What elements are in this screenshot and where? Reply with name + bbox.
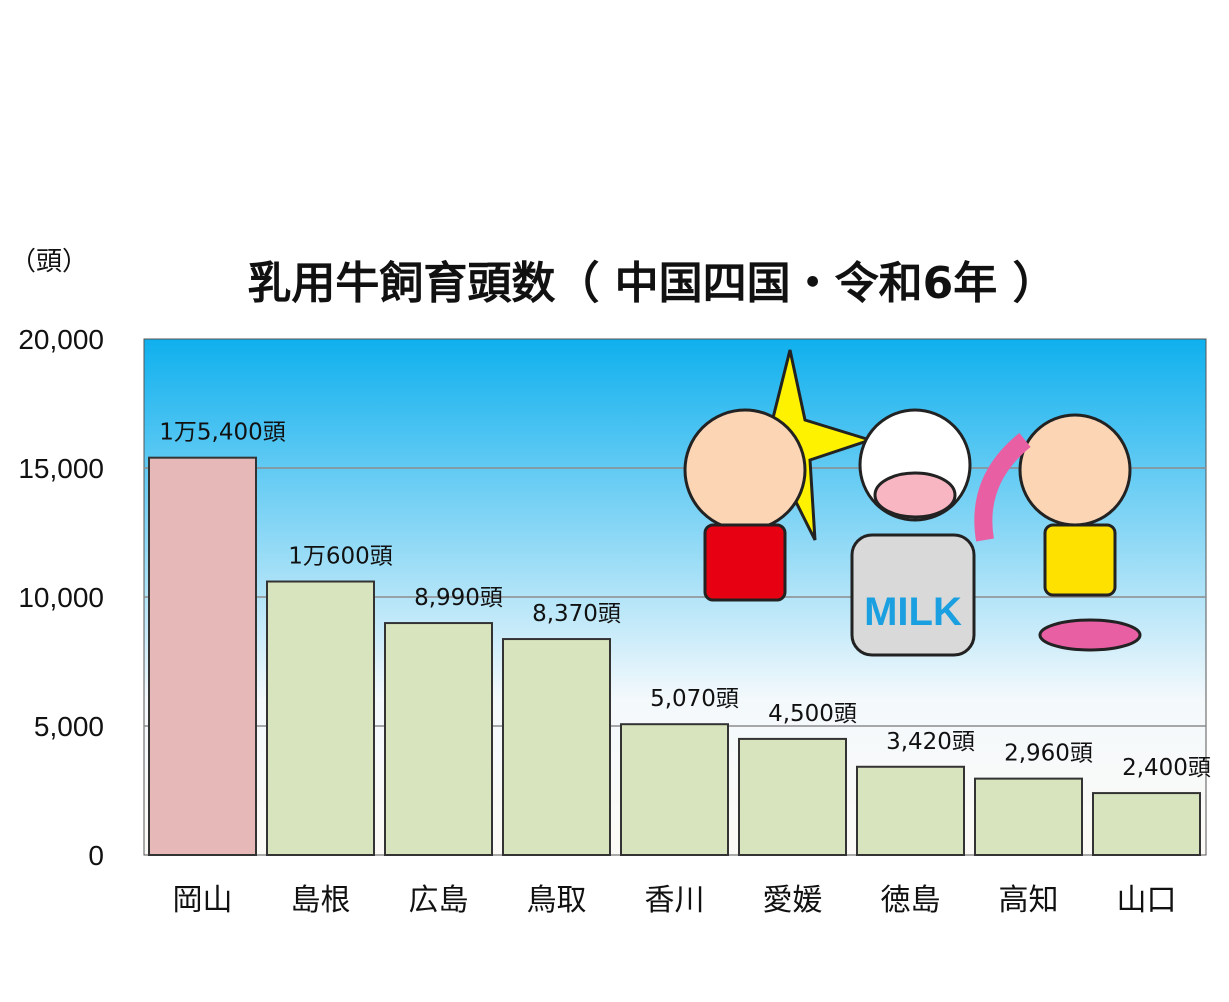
- y-tick-label: 15,000: [18, 453, 104, 484]
- bar-鳥取: [502, 638, 611, 857]
- bar-香川: [620, 723, 729, 856]
- bar-広島: [384, 622, 493, 856]
- bar-愛媛: [738, 737, 847, 857]
- boy-body: [703, 523, 787, 602]
- data-label: 3,420頭: [886, 729, 975, 755]
- chart-title: 乳用牛飼育頭数（ 中国四国・令和6年 ）: [247, 258, 1056, 309]
- girl-body: [1043, 523, 1117, 597]
- milk-can: [850, 533, 976, 657]
- y-tick-label: 20,000: [18, 324, 104, 355]
- cow-nose: [873, 471, 957, 519]
- x-category-label: 岡山: [173, 883, 233, 918]
- data-label: 4,500頭: [768, 701, 857, 727]
- girl-character: [1018, 413, 1132, 527]
- x-category-label: 徳島: [881, 883, 941, 918]
- bar-高知: [974, 777, 1083, 857]
- data-label: 2,960頭: [1004, 741, 1093, 767]
- mascot-illustration: MILK: [683, 349, 1142, 657]
- x-category-label: 高知: [999, 883, 1059, 918]
- milk-can-text: MILK: [864, 590, 962, 634]
- y-tick-label: 0: [88, 840, 104, 871]
- y-tick-label: 5,000: [34, 711, 104, 742]
- x-category-label: 愛媛: [763, 883, 823, 918]
- x-category-label: 広島: [409, 883, 469, 918]
- data-label: 5,070頭: [650, 686, 739, 712]
- x-category-label: 島根: [291, 883, 351, 918]
- data-label: 8,370頭: [532, 601, 621, 627]
- x-category-label: 山口: [1117, 883, 1177, 918]
- bar-島根: [266, 580, 375, 857]
- x-category-label: 鳥取: [527, 883, 587, 918]
- data-label: 8,990頭: [414, 585, 503, 611]
- bar-山口: [1092, 792, 1201, 857]
- y-tick-label: 10,000: [18, 582, 104, 613]
- y-unit-label: （頭）: [10, 247, 88, 277]
- girl-boots: [1038, 618, 1142, 652]
- x-category-label: 香川: [645, 883, 705, 918]
- data-label: 1万600頭: [288, 544, 393, 570]
- bar-岡山: [148, 456, 257, 856]
- data-label: 1万5,400頭: [159, 420, 285, 446]
- bar-徳島: [856, 765, 965, 856]
- data-label: 2,400頭: [1122, 755, 1211, 781]
- girl-hair: [974, 432, 1031, 542]
- boy-character: [683, 408, 807, 532]
